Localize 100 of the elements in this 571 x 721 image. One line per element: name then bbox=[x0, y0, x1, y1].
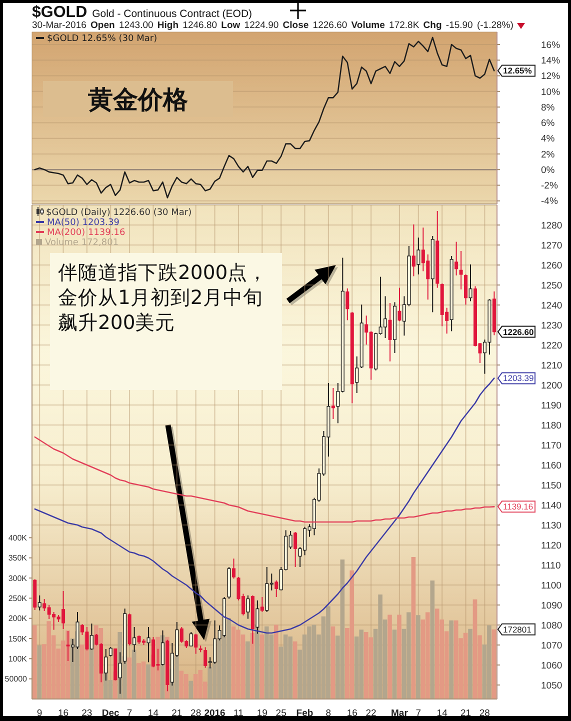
x-tick-label: 14 bbox=[436, 708, 448, 719]
y2-tick-label: 350K bbox=[8, 554, 28, 563]
annotation: 黄金价格 bbox=[88, 84, 188, 116]
data-label: 1139.16 bbox=[503, 502, 534, 512]
y-tick-label: 4% bbox=[541, 134, 556, 145]
y-tick-label: 1220 bbox=[541, 340, 562, 352]
y2-tick-label: 250K bbox=[8, 594, 28, 604]
text: 30-Mar-2016 Open 1243.00 High 1246.80 Low 1224.90 Close 1226.60 Volume 172.8K Chg -15.90 (-1.28%) bbox=[32, 20, 514, 31]
bar bbox=[146, 664, 150, 699]
x-tick-label: 8 bbox=[326, 708, 332, 719]
x-tick-label: 28 bbox=[479, 708, 490, 719]
line-series bbox=[34, 378, 495, 634]
bar bbox=[449, 620, 454, 699]
candlestick bbox=[246, 594, 250, 620]
y-tick-label: 1270 bbox=[541, 240, 562, 252]
y2-tick-label: 300K bbox=[8, 574, 28, 583]
candlestick bbox=[464, 274, 468, 306]
y-tick-label: 1060 bbox=[541, 660, 562, 672]
chart-title: $GOLD bbox=[32, 4, 88, 21]
y-tick-label: 2% bbox=[541, 149, 556, 160]
bar bbox=[188, 680, 194, 699]
candlestick bbox=[459, 250, 463, 290]
legend-label: MA(50) 1203.39 bbox=[46, 218, 120, 228]
x-tick-label: 21 bbox=[460, 708, 472, 719]
y-tick-label: 1260 bbox=[541, 260, 562, 272]
legend-label: MA(200) 1139.16 bbox=[46, 228, 126, 238]
y2-tick-label: 400K bbox=[8, 534, 28, 543]
x-tick-label: Feb bbox=[296, 708, 314, 719]
y-tick-label: 0% bbox=[541, 164, 556, 176]
y-tick-label: 1070 bbox=[541, 640, 562, 652]
x-tick-label: 11 bbox=[234, 708, 244, 719]
bar bbox=[246, 641, 250, 699]
y-tick-label: 1150 bbox=[541, 480, 562, 492]
x-tick-label: 16 bbox=[346, 708, 358, 719]
y-tick-label: 1200 bbox=[541, 380, 562, 392]
y2-tick-label: 100K bbox=[8, 654, 28, 664]
bar bbox=[392, 630, 397, 699]
x-tick-label: 25 bbox=[276, 708, 286, 719]
candlestick bbox=[416, 237, 420, 275]
candlestick bbox=[412, 224, 416, 277]
bar bbox=[430, 580, 435, 699]
legend-label: $GOLD 12.65% (30 Mar) bbox=[46, 34, 158, 44]
y2-tick-label: 150K bbox=[8, 634, 28, 644]
text: 1226.60 bbox=[503, 326, 534, 337]
candlestick bbox=[189, 632, 193, 646]
x-tick-label: 7 bbox=[126, 708, 132, 719]
bar bbox=[411, 557, 416, 699]
annotation: 伴随道指下跌2000点，金价从1月初到2月中旬飙升200美元 bbox=[57, 260, 269, 335]
legend-label: Volume 172,801 bbox=[44, 238, 120, 248]
candlestick bbox=[388, 302, 392, 362]
x-tick-label: Mar bbox=[391, 708, 408, 719]
candlestick bbox=[108, 646, 112, 657]
candlestick bbox=[454, 241, 458, 276]
y-tick-label: 1090 bbox=[541, 600, 562, 612]
y2-tick-label: 200K bbox=[8, 614, 28, 624]
data-label: 1203.39 bbox=[503, 373, 534, 384]
candlestick bbox=[38, 594, 42, 611]
candlestick bbox=[398, 287, 402, 322]
x-tick-label: 9 bbox=[36, 708, 42, 719]
y-tick-label: 1250 bbox=[541, 280, 562, 292]
y-tick-label: 6% bbox=[541, 118, 556, 130]
x-tick-label: 16 bbox=[58, 708, 69, 719]
y-tick-label: 12% bbox=[541, 71, 561, 82]
x-tick-label: 14 bbox=[148, 708, 159, 719]
candlestick bbox=[204, 646, 208, 668]
chart-subtitle: Gold - Continuous Contract (EOD) bbox=[92, 8, 252, 20]
bar bbox=[292, 641, 298, 699]
candlestick bbox=[260, 596, 264, 612]
y2-tick-label: 50000 bbox=[4, 674, 28, 684]
x-tick-label: 7 bbox=[416, 708, 422, 719]
candlestick bbox=[294, 532, 298, 568]
x-tick-label: 22 bbox=[366, 708, 376, 719]
line-series bbox=[34, 436, 495, 523]
y-tick-label: 1240 bbox=[541, 300, 562, 312]
x-tick-label: 2016 bbox=[204, 708, 226, 719]
x-tick-label: Dec bbox=[102, 708, 120, 719]
bar bbox=[468, 628, 472, 699]
y-tick-label: 1170 bbox=[541, 440, 562, 452]
candlestick bbox=[331, 388, 335, 420]
bar bbox=[32, 625, 37, 699]
x-tick-label: 21 bbox=[172, 708, 182, 719]
y-tick-label: 1140 bbox=[541, 500, 562, 512]
y-tick-label: 1180 bbox=[541, 420, 562, 432]
y-tick-label: 14% bbox=[541, 56, 561, 67]
x-tick-label: 19 bbox=[256, 708, 268, 719]
candlestick bbox=[274, 580, 278, 598]
y-tick-label: 10% bbox=[541, 86, 561, 98]
y-tick-label: 1050 bbox=[541, 680, 562, 692]
candlestick bbox=[194, 633, 198, 654]
y-tick-label: 1190 bbox=[541, 400, 562, 412]
x-tick-label: 28 bbox=[190, 708, 202, 719]
y-tick-label: 1080 bbox=[541, 620, 562, 632]
bar bbox=[274, 624, 278, 699]
y-tick-label: 1110 bbox=[541, 560, 561, 572]
data-label: 12.65% bbox=[503, 66, 532, 76]
bar bbox=[397, 614, 402, 699]
bar bbox=[132, 650, 136, 699]
x-tick-label: 23 bbox=[82, 708, 92, 719]
y-tick-label: 1120 bbox=[541, 540, 562, 552]
y-tick-label: 1160 bbox=[541, 460, 562, 472]
